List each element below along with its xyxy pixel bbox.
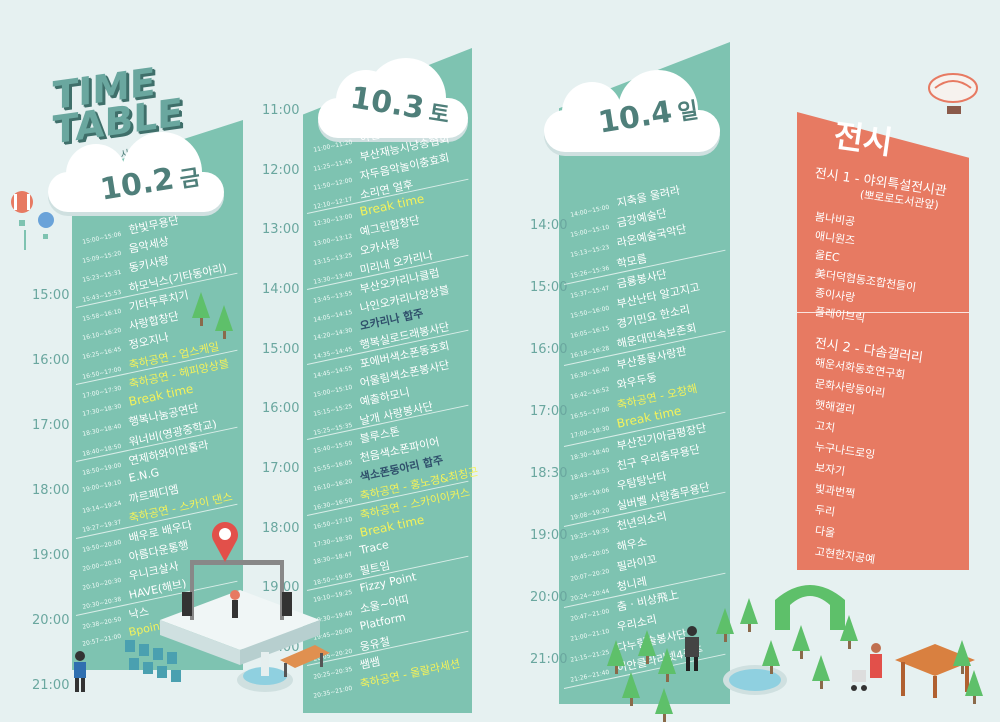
hot-air-balloon-icon [10, 190, 60, 264]
tree-icon [953, 640, 971, 666]
pond-illustration [720, 660, 790, 704]
tree-trunk [848, 641, 851, 649]
tree-icon [812, 655, 830, 681]
exhibit-item: 다울 [814, 524, 836, 540]
time-label: 13:00 [262, 222, 300, 238]
time-label: 20:00 [32, 613, 70, 628]
time-label: 17:00 [32, 418, 70, 433]
time-label: 16:00 [530, 342, 568, 357]
time-label: 18:00 [32, 483, 70, 498]
time-label: 14:00 [530, 218, 568, 233]
date-cloud-1 [48, 132, 224, 212]
stage-illustration [150, 540, 330, 684]
time-label: 12:00 [262, 162, 300, 178]
tree-icon [638, 630, 656, 656]
tree-icon [622, 672, 640, 698]
tree-icon [840, 615, 858, 641]
tree-trunk [800, 651, 803, 659]
date-cloud-3 [544, 70, 720, 152]
tree-trunk [615, 666, 618, 674]
tree-trunk [630, 698, 633, 706]
time-label: 18:30 [530, 466, 568, 481]
tree-trunk [961, 666, 964, 674]
tree-icon [762, 640, 780, 666]
tree-trunk [200, 318, 203, 326]
tree-icon [658, 648, 676, 674]
time-label: 15:00 [262, 341, 300, 357]
exhibit-item: 울EC [814, 248, 841, 265]
tree-trunk [724, 634, 727, 642]
time-label: 16:00 [32, 353, 70, 368]
time-label: 19:00 [530, 528, 568, 543]
tree-trunk [223, 331, 226, 339]
time-label: 17:00 [262, 461, 300, 476]
tree-trunk [748, 624, 751, 632]
tree-icon [215, 305, 233, 331]
day-column-2 [303, 48, 472, 713]
person-illustration [70, 650, 90, 699]
chairs-illustration [125, 630, 215, 694]
tree-icon [740, 598, 758, 624]
time-label: 14:00 [262, 282, 300, 297]
time-label: 21:00 [32, 678, 70, 693]
time-label: 15:00 [530, 280, 568, 295]
tree-icon [792, 625, 810, 651]
elderly-man-illustration [682, 625, 702, 679]
time-label: 17:00 [530, 404, 568, 419]
time-label: 21:00 [530, 652, 568, 667]
airship-icon [925, 68, 985, 132]
exhibit-title: 전시 [831, 116, 895, 162]
time-label: 11:00 [262, 103, 300, 118]
time-label: 16:00 [262, 401, 300, 417]
exhibit-item: 두리 [814, 503, 836, 519]
bench-illustration [280, 645, 330, 689]
time-label: 15:00 [32, 288, 70, 303]
location-pin-icon [210, 520, 240, 568]
tree-trunk [646, 656, 649, 664]
tree-icon [607, 640, 625, 666]
day-column-3 [559, 42, 730, 704]
time-label: 20:00 [530, 590, 568, 605]
woman-stroller-illustration [848, 640, 888, 704]
tree-icon [965, 670, 983, 696]
tree-icon [192, 292, 210, 318]
hedge-arch-illustration [770, 575, 850, 639]
date-cloud-2 [318, 58, 468, 138]
tree-icon [655, 688, 673, 714]
exhibit-column [797, 112, 969, 570]
tree-trunk [820, 681, 823, 689]
exhibit-divider [797, 312, 969, 313]
fountain-illustration [235, 640, 295, 704]
time-label: 18:00 [262, 520, 300, 536]
exhibit-item: 고치 [814, 419, 836, 435]
tree-trunk [973, 696, 976, 704]
tree-trunk [666, 674, 669, 682]
time-label: 19:00 [32, 548, 70, 563]
tree-icon [716, 608, 734, 634]
tree-trunk [770, 666, 773, 674]
tree-trunk [663, 714, 666, 722]
